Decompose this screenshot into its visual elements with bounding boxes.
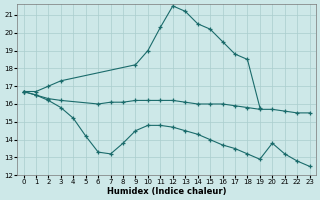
X-axis label: Humidex (Indice chaleur): Humidex (Indice chaleur) [107,187,226,196]
